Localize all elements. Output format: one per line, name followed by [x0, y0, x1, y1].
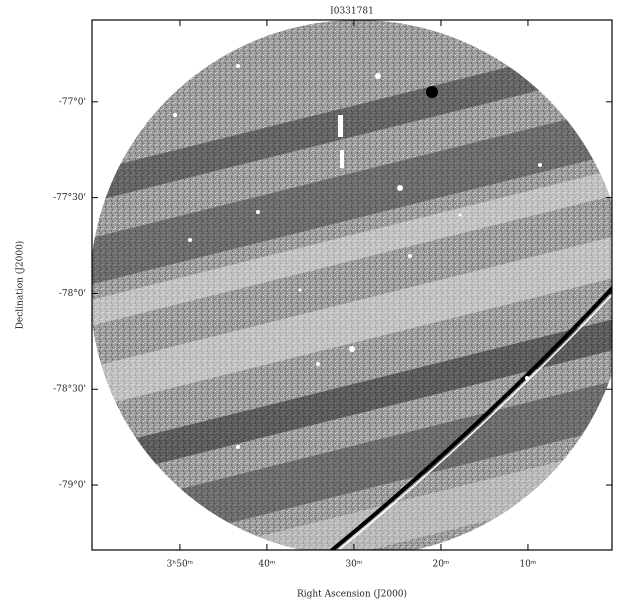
y-tick-label: -78°0' — [59, 289, 86, 299]
y-axis-label: Declination (J2000) — [15, 241, 26, 330]
x-tick-label: 20ᵐ — [432, 560, 449, 570]
y-tick-label: -79°0' — [59, 481, 86, 491]
chart: I0331781 — [0, 0, 622, 603]
sky-image — [6, 10, 622, 603]
x-tick-label: 10ᵐ — [519, 560, 536, 570]
y-tick-label: -77°0' — [59, 97, 86, 107]
y-tick-label: -78°30' — [53, 385, 86, 395]
x-axis-label: Right Ascension (J2000) — [297, 589, 407, 600]
chart-title: I0331781 — [330, 7, 374, 17]
y-tick-label: -77°30' — [53, 193, 86, 203]
x-tick-label: 30ᵐ — [345, 560, 362, 570]
x-tick-label: 40ᵐ — [258, 560, 275, 570]
x-tick-label: 3ʰ50ᵐ — [167, 560, 194, 570]
